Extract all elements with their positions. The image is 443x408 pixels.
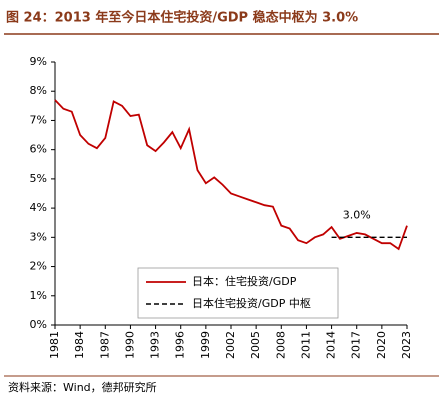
legend-label: 日本：住宅投资/GDP xyxy=(192,274,297,288)
annotation: 3.0% xyxy=(343,208,371,221)
y-tick-label: 0% xyxy=(30,318,47,331)
y-tick-label: 9% xyxy=(30,55,47,68)
x-tick-label: 2002 xyxy=(224,331,237,359)
y-tick-label: 4% xyxy=(30,201,47,214)
x-tick-label: 2005 xyxy=(249,331,262,359)
x-tick-label: 2014 xyxy=(325,331,338,359)
y-tick-label: 2% xyxy=(30,260,47,273)
y-tick-label: 6% xyxy=(30,143,47,156)
x-tick-label: 1984 xyxy=(73,331,86,359)
x-tick-label: 2020 xyxy=(375,331,388,359)
x-tick-label: 1999 xyxy=(199,331,212,359)
y-tick-label: 8% xyxy=(30,84,47,97)
chart-title: 图 24：2013 年至今日本住宅投资/GDP 稳态中枢为 3.0% xyxy=(6,10,358,26)
x-tick-label: 2023 xyxy=(400,331,413,359)
x-tick-label: 1993 xyxy=(149,331,162,359)
data-line xyxy=(54,99,408,251)
x-tick-label: 2008 xyxy=(274,331,287,359)
source: 资料来源：Wind，德邦研究所 xyxy=(8,380,157,394)
x-tick-label: 1990 xyxy=(123,331,136,359)
legend-label: 日本住宅投资/GDP 中枢 xyxy=(192,296,311,310)
x-tick-label: 2011 xyxy=(299,331,312,359)
x-tick-label: 1981 xyxy=(48,331,61,359)
y-tick-label: 5% xyxy=(30,172,47,185)
y-tick-label: 7% xyxy=(30,113,47,126)
y-tick-label: 3% xyxy=(30,230,47,243)
x-tick-label: 1996 xyxy=(174,331,187,359)
x-tick-label: 2017 xyxy=(350,331,363,359)
y-tick-label: 1% xyxy=(30,289,47,302)
legend-box xyxy=(137,267,339,319)
x-tick-label: 1987 xyxy=(98,331,111,359)
